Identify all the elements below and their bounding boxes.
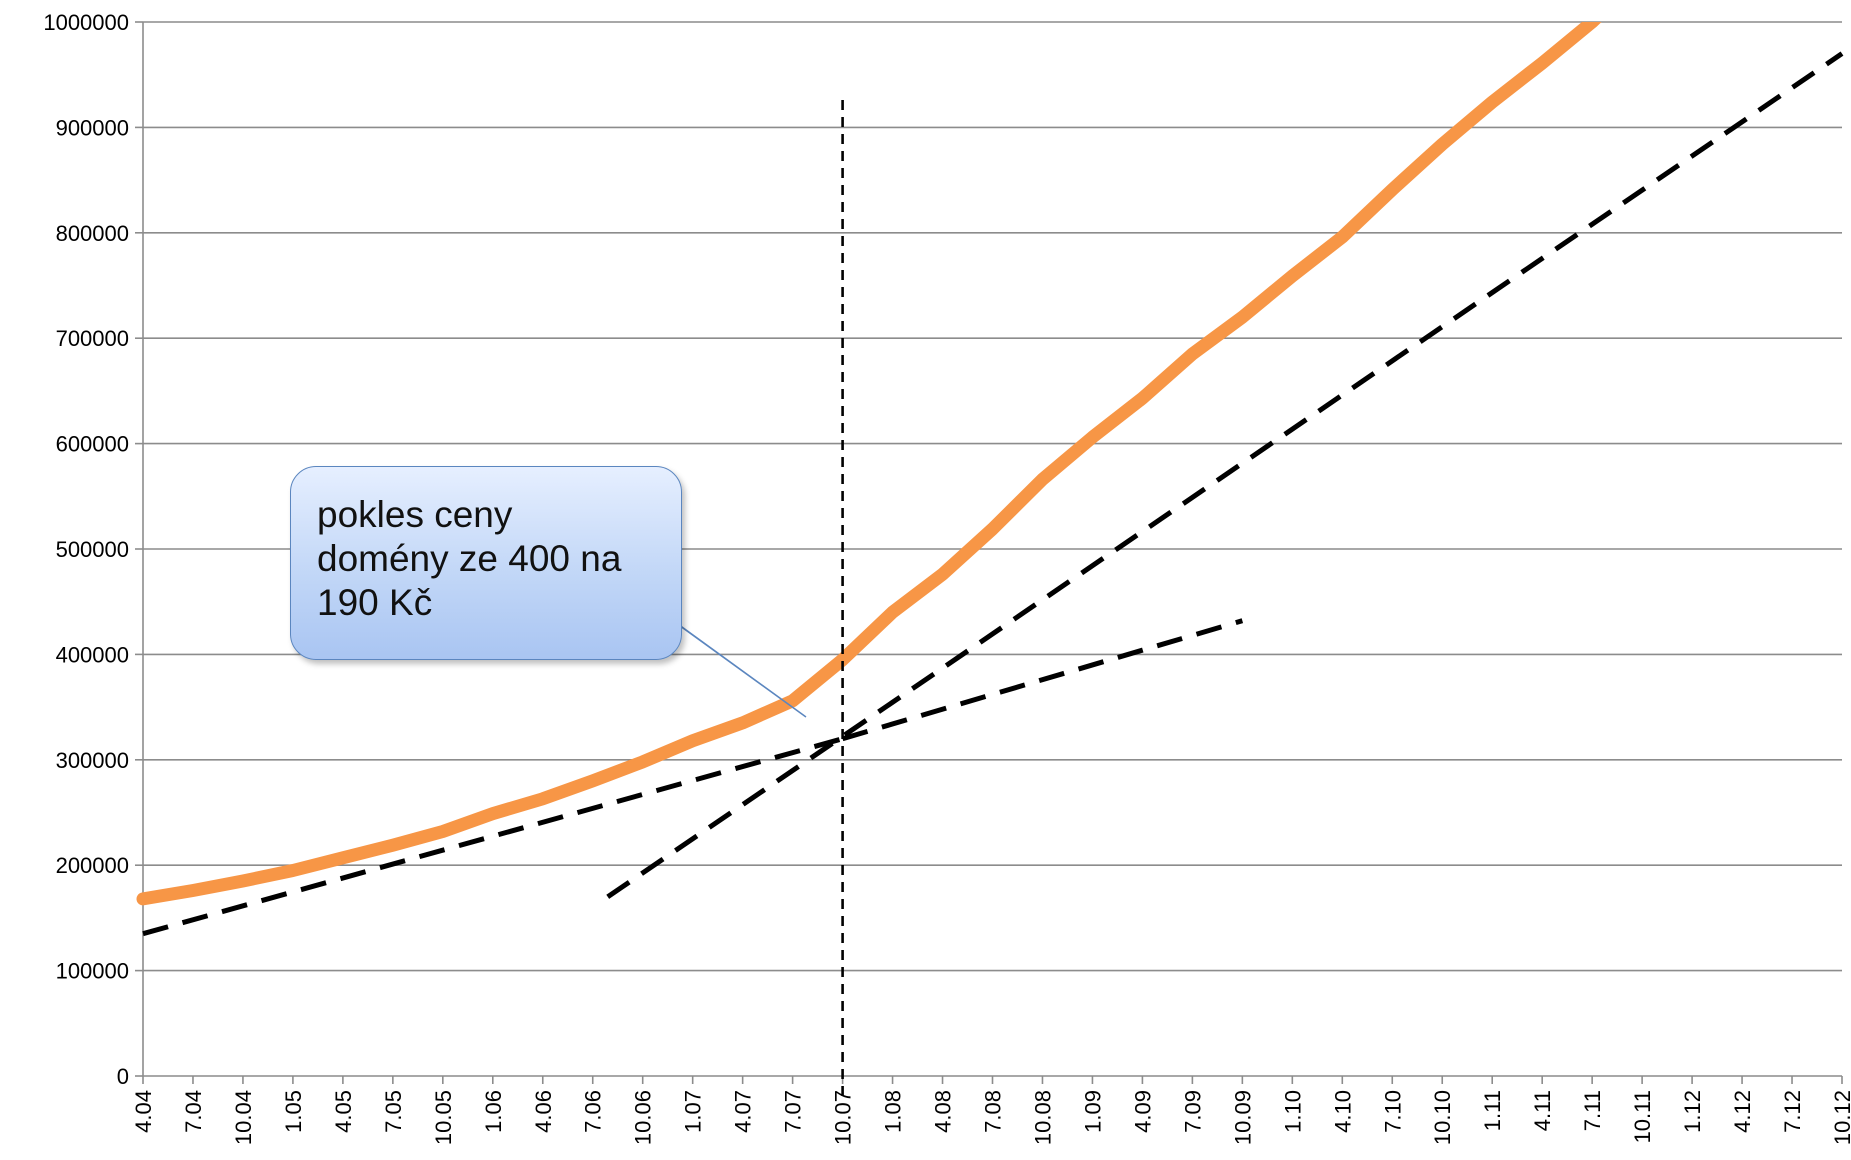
x-tick-label: 10.12 xyxy=(1830,1090,1851,1145)
series-layer xyxy=(136,22,1602,906)
x-tick-label: 4.04 xyxy=(131,1090,156,1133)
x-axis-ticks: 4.04 7.04 10.04 1.05 4.05 7.05 10.05 1.06 4.06 7.… xyxy=(131,1076,1851,1145)
trendline-1 xyxy=(606,51,1844,899)
annotation-line-3: 190 Kč xyxy=(317,582,433,623)
x-tick-label: 10.04 xyxy=(231,1090,256,1145)
x-tick-label: 7.05 xyxy=(381,1090,406,1133)
x-tick-label: 7.08 xyxy=(981,1090,1006,1133)
trendlines xyxy=(142,51,1844,937)
x-tick-label: 4.08 xyxy=(931,1090,956,1133)
y-tick-label: 100000 xyxy=(56,959,129,984)
x-tick-label: 4.11 xyxy=(1530,1090,1555,1131)
x-tick-label: 1.10 xyxy=(1280,1090,1305,1133)
x-tick-label: 10.07 xyxy=(831,1090,856,1145)
trendline-0 xyxy=(142,736,844,937)
x-tick-label: 10.08 xyxy=(1030,1090,1055,1145)
y-tick-label: 900000 xyxy=(56,115,129,140)
y-tick-label: 300000 xyxy=(56,748,129,773)
x-tick-label: 10.11 xyxy=(1630,1090,1655,1143)
x-tick-label: 4.05 xyxy=(331,1090,356,1133)
x-tick-label: 7.06 xyxy=(581,1090,606,1133)
y-tick-label: 500000 xyxy=(56,537,129,562)
x-tick-label: 1.11 xyxy=(1480,1090,1505,1131)
x-tick-label: 1.12 xyxy=(1680,1090,1705,1133)
x-tick-label: 1.06 xyxy=(481,1090,506,1133)
series-line-0 xyxy=(136,22,1602,906)
x-tick-label: 7.11 xyxy=(1580,1090,1605,1131)
y-tick-label: 400000 xyxy=(56,642,129,667)
y-tick-label: 200000 xyxy=(56,853,129,878)
x-tick-label: 1.05 xyxy=(281,1090,306,1133)
y-tick-label: 1000000 xyxy=(43,10,129,35)
y-axis-ticks: 0 100000 200000 300000 400000 500000 600000 700… xyxy=(43,10,143,1089)
x-tick-label: 1.07 xyxy=(681,1090,706,1133)
x-tick-label: 7.10 xyxy=(1380,1090,1405,1133)
annotation-callout: pokles ceny domény ze 400 na 190 Kč xyxy=(290,466,682,660)
x-tick-label: 4.12 xyxy=(1730,1090,1755,1133)
y-tick-label: 0 xyxy=(117,1064,129,1089)
x-tick-label: 4.07 xyxy=(731,1090,756,1133)
x-tick-label: 7.07 xyxy=(781,1090,806,1133)
annotation-line-2: domény ze 400 na xyxy=(317,538,622,579)
x-tick-label: 7.12 xyxy=(1780,1090,1805,1133)
x-tick-label: 10.09 xyxy=(1230,1090,1255,1145)
x-tick-label: 4.10 xyxy=(1330,1090,1355,1133)
x-tick-label: 4.06 xyxy=(531,1090,556,1133)
annotation-line-1: pokles ceny xyxy=(317,494,513,535)
x-tick-label: 10.10 xyxy=(1430,1090,1455,1145)
y-tick-label: 700000 xyxy=(56,326,129,351)
x-tick-label: 10.05 xyxy=(431,1090,456,1145)
y-tick-label: 800000 xyxy=(56,221,129,246)
x-tick-label: 10.06 xyxy=(631,1090,656,1145)
y-tick-label: 600000 xyxy=(56,432,129,457)
x-tick-label: 1.09 xyxy=(1080,1090,1105,1133)
x-tick-label: 7.09 xyxy=(1180,1090,1205,1133)
x-tick-label: 7.04 xyxy=(181,1090,206,1133)
trendline-2 xyxy=(841,618,1244,742)
x-tick-label: 1.08 xyxy=(881,1090,906,1133)
x-tick-label: 4.09 xyxy=(1130,1090,1155,1133)
